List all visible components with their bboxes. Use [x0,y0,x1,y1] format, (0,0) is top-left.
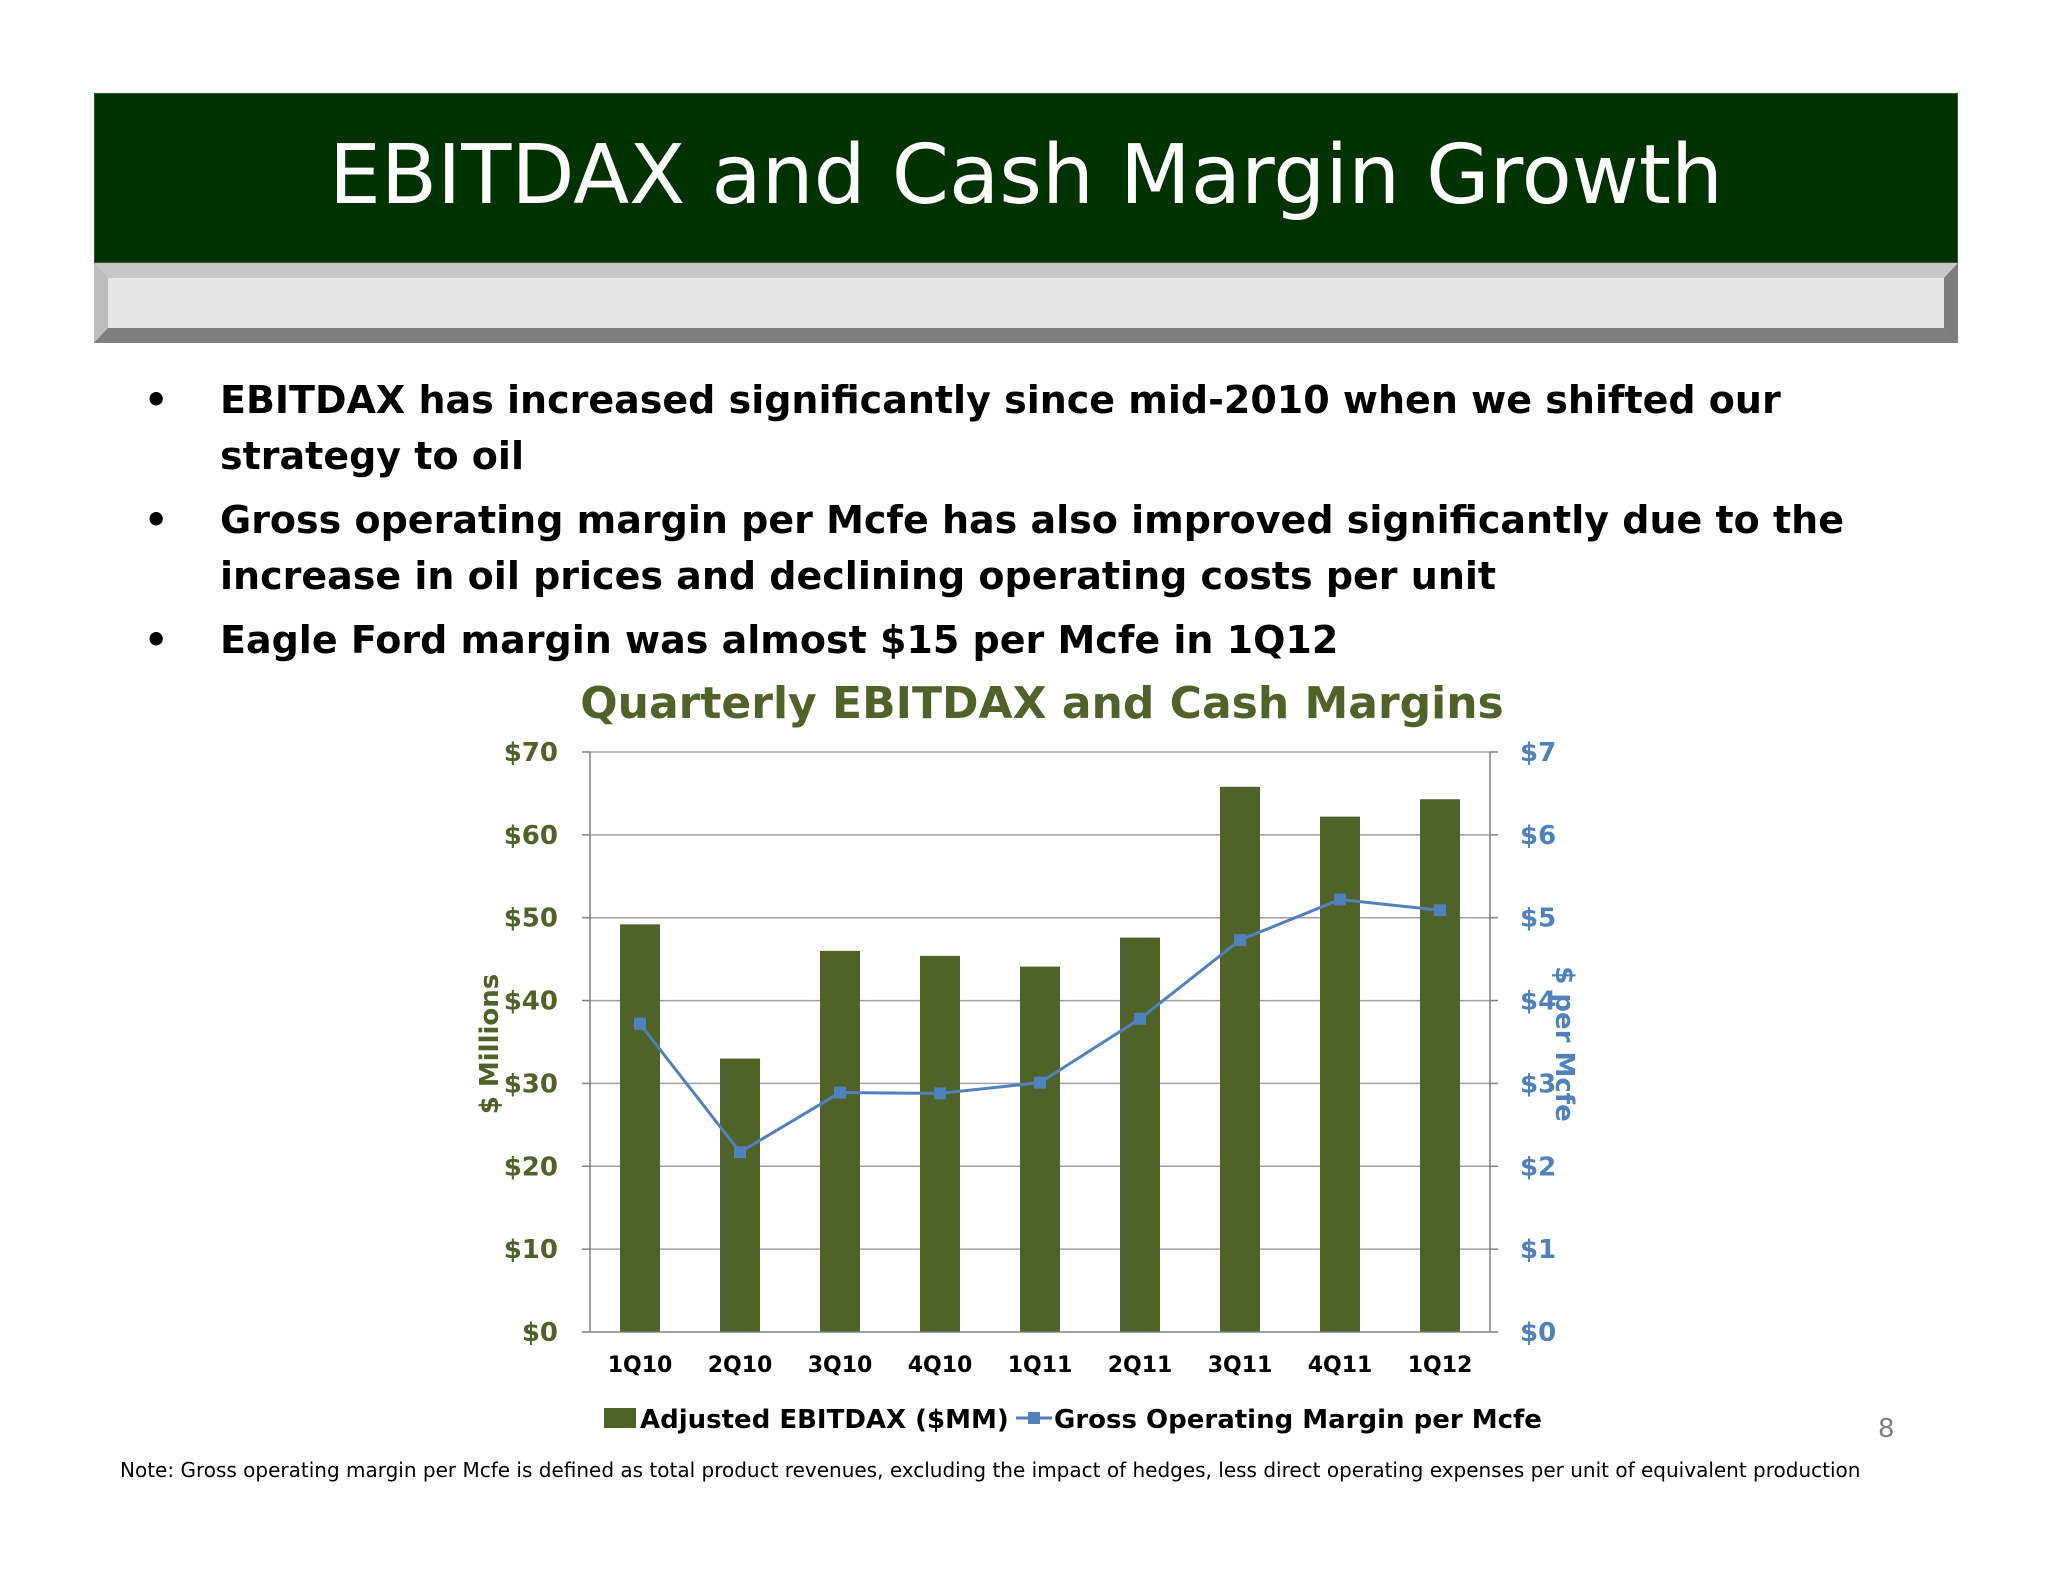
bullet-list: • EBITDAX has increased significantly si… [140,372,1940,676]
bullet-marker: • [144,498,169,542]
x-tick-label: 2Q10 [708,1353,773,1378]
left-axis-title: $ Millions [475,974,505,1115]
legend-line-marker [1028,1412,1040,1424]
x-tick-label: 3Q10 [808,1353,873,1378]
bullet-text: Eagle Ford margin was almost $15 per Mcf… [220,618,1339,662]
margin-line [638,897,1441,1155]
margin-marker [934,1087,946,1100]
bullet-text: Gross operating margin per Mcfe has also… [220,498,1844,598]
left-tick-label: $10 [504,1235,558,1265]
x-tick-label: 4Q11 [1308,1353,1373,1378]
margin-marker [1034,1076,1046,1089]
x-tick-label: 4Q10 [908,1353,973,1378]
bar [1320,816,1360,1332]
margin-marker [1434,904,1446,917]
right-tick-label: $2 [1520,1152,1556,1182]
left-tick-label: $60 [504,821,558,851]
slide-title: EBITDAX and Cash Margin Growth [329,127,1723,223]
left-tick-label: $40 [504,987,558,1017]
margin-marker [1234,934,1246,947]
footnote: Note: Gross operating margin per Mcfe is… [120,1458,1861,1482]
legend-bar-swatch [604,1408,636,1428]
right-tick-label: $6 [1520,821,1556,851]
bullet-item: • Eagle Ford margin was almost $15 per M… [140,612,1940,668]
title-bar: EBITDAX and Cash Margin Growth [94,93,1958,263]
bullet-item: • EBITDAX has increased significantly si… [140,372,1940,484]
bar [1220,786,1260,1332]
title-bevel-bar [94,263,1958,343]
left-tick-label: $50 [504,904,558,934]
bullet-text: EBITDAX has increased significantly sinc… [220,378,1781,478]
x-tick-label: 3Q11 [1208,1353,1273,1378]
x-tick-label: 2Q11 [1108,1353,1173,1378]
right-tick-label: $5 [1520,904,1556,934]
right-tick-label: $7 [1520,738,1556,768]
bar [1020,966,1060,1332]
bullet-marker: • [144,378,169,422]
x-tick-label: 1Q11 [1008,1353,1073,1378]
x-tick-label: 1Q12 [1408,1353,1473,1378]
bar [1120,937,1160,1332]
bar [820,950,860,1332]
left-tick-label: $20 [504,1152,558,1182]
legend-bar-label: Adjusted EBITDAX ($MM) [640,1405,1009,1435]
bar [620,924,660,1332]
left-tick-label: $70 [504,738,558,768]
x-tick-label: 1Q10 [608,1353,673,1378]
chart-title: Quarterly EBITDAX and Cash Margins [580,678,1503,729]
bullet-item: • Gross operating margin per Mcfe has al… [140,492,1940,604]
legend-line-label: Gross Operating Margin per Mcfe [1054,1405,1542,1435]
right-tick-label: $4 [1520,987,1556,1017]
right-tick-label: $0 [1520,1318,1556,1348]
margin-marker [834,1086,846,1099]
right-tick-label: $1 [1520,1235,1556,1265]
left-tick-label: $0 [522,1318,558,1348]
bar [920,955,960,1332]
margin-marker [734,1146,746,1159]
bar [720,1058,760,1332]
right-tick-label: $3 [1520,1069,1556,1099]
bullet-marker: • [144,618,169,662]
margin-marker [1334,893,1346,906]
page-number: 8 [1878,1414,1895,1444]
margin-marker [1134,1012,1146,1025]
margin-marker [634,1017,646,1030]
left-tick-label: $30 [504,1069,558,1099]
bar [1420,799,1460,1332]
right-axis-title: $ per Mcfe [1549,966,1579,1122]
